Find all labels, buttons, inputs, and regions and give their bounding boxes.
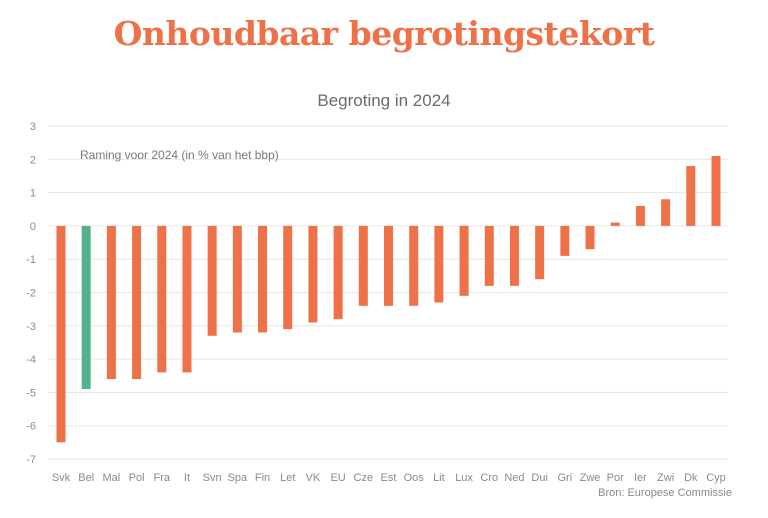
- x-tick-label: Oos: [404, 472, 425, 484]
- x-tick-label: Mal: [103, 472, 121, 484]
- x-tick-label: Dui: [531, 472, 548, 484]
- x-tick-label: Svk: [52, 472, 71, 484]
- bar-lit: [434, 225, 444, 303]
- y-tick-label: 1: [30, 188, 36, 200]
- bar-fin: [258, 225, 268, 333]
- x-tick-label: Cze: [354, 472, 374, 484]
- x-tick-label: Zwe: [580, 472, 601, 484]
- x-tick-label: VK: [306, 472, 321, 484]
- x-tick-label: Fra: [154, 472, 171, 484]
- bar-it: [182, 225, 192, 373]
- bar-zwi: [661, 199, 671, 226]
- bar-let: [283, 225, 293, 330]
- bar-cyp: [711, 155, 721, 226]
- bar-ier: [635, 205, 645, 226]
- x-tick-label: Cyp: [706, 472, 726, 484]
- bar-svk: [56, 225, 66, 443]
- x-tick-label: Zwi: [657, 472, 674, 484]
- chart-subtitle: Begroting in 2024: [317, 91, 450, 110]
- bar-gri: [560, 225, 570, 256]
- y-tick-label: 0: [30, 221, 36, 233]
- x-tick-label: Svn: [203, 472, 222, 484]
- bar-eu: [333, 225, 343, 320]
- chart-title: Onhoudbaar begrotingstekort: [113, 14, 655, 53]
- y-tick-label: -4: [26, 354, 36, 366]
- x-tick-label: Lux: [455, 472, 473, 484]
- bar-lux: [459, 225, 469, 296]
- y-tick-label: -1: [26, 254, 36, 266]
- bar-ned: [509, 225, 519, 286]
- x-tick-label: Let: [280, 472, 295, 484]
- y-tick-label: -5: [26, 387, 36, 399]
- bar-cro: [484, 225, 494, 286]
- y-tick-label: -3: [26, 321, 36, 333]
- bar-mal: [106, 225, 116, 380]
- y-tick-label: -6: [26, 421, 36, 433]
- bar-bel: [81, 225, 91, 390]
- x-tick-label: Gri: [558, 472, 573, 484]
- x-tick-label: It: [184, 472, 190, 484]
- x-tick-label: Bel: [78, 472, 94, 484]
- x-tick-label: Fin: [255, 472, 270, 484]
- source-note: Bron: Europese Commissie: [598, 487, 732, 499]
- bar-fra: [157, 225, 167, 373]
- x-tick-label: Cro: [480, 472, 498, 484]
- y-tick-label: -2: [26, 288, 36, 300]
- bar-oos: [409, 225, 419, 306]
- bar-dk: [686, 165, 696, 226]
- bar-pol: [132, 225, 142, 380]
- bar-dui: [535, 225, 545, 280]
- x-tick-label: Est: [381, 472, 397, 484]
- x-tick-label: Por: [607, 472, 624, 484]
- bar-spa: [232, 225, 242, 333]
- x-tick-label: Ned: [504, 472, 524, 484]
- y-tick-label: -7: [26, 454, 36, 466]
- bar-est: [384, 225, 393, 306]
- x-tick-label: Dk: [684, 472, 698, 484]
- y-tick-label: 2: [30, 154, 36, 166]
- bar-zwe: [585, 225, 595, 250]
- x-tick-label: Spa: [228, 472, 248, 484]
- y-tick-label: 3: [30, 121, 36, 133]
- x-tick-label: EU: [330, 472, 345, 484]
- bar-vk: [308, 225, 318, 323]
- x-tick-label: Lit: [433, 472, 445, 484]
- x-tick-label: Pol: [129, 472, 145, 484]
- bar-por: [610, 222, 620, 226]
- bar-svn: [207, 225, 217, 336]
- chart-annotation: Raming voor 2024 (in % van het bbp): [80, 148, 279, 162]
- bar-cze: [358, 225, 368, 306]
- x-tick-label: Ier: [634, 472, 647, 484]
